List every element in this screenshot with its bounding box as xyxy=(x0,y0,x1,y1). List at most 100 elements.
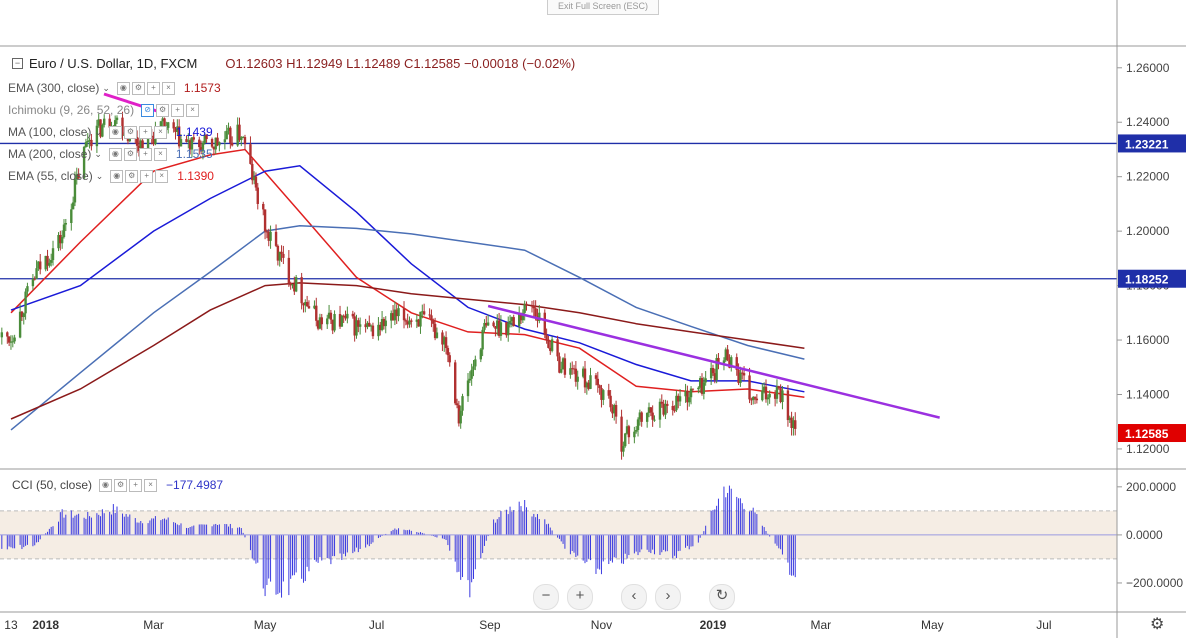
candle-body xyxy=(634,430,638,432)
plus-icon[interactable]: + xyxy=(140,169,154,183)
candle-body xyxy=(404,320,408,322)
exit-fullscreen-button[interactable]: Exit Full Screen (ESC) xyxy=(547,0,659,15)
candle-body xyxy=(37,261,40,269)
candle-body xyxy=(702,382,706,394)
candle-body xyxy=(417,319,420,327)
candle-body xyxy=(547,339,550,348)
plus-icon[interactable]: + xyxy=(146,81,160,95)
gear-icon[interactable]: ⚙ xyxy=(131,81,145,95)
candle-body xyxy=(556,339,559,357)
candle-body xyxy=(269,231,272,241)
indicator-ema55[interactable]: EMA (55, close) ⌄ ◉ ⚙ + × 1.1390 xyxy=(8,169,214,183)
gear-icon[interactable]: ⚙ xyxy=(156,103,170,117)
zoom-in-button[interactable]: + xyxy=(567,584,593,610)
plus-icon[interactable]: + xyxy=(138,147,152,161)
candle-body xyxy=(174,128,177,132)
candle-body xyxy=(448,355,451,363)
candle-body xyxy=(622,446,625,452)
candle-body xyxy=(569,368,572,375)
candle-body xyxy=(289,283,292,286)
candle-body xyxy=(141,140,144,152)
eye-icon[interactable]: ◉ xyxy=(99,478,113,492)
scroll-left-button[interactable]: ‹ xyxy=(621,584,647,610)
gear-icon[interactable]: ⚙ xyxy=(123,147,137,161)
candle-body xyxy=(121,117,124,136)
candle-body xyxy=(238,124,241,141)
candle-body xyxy=(446,348,450,356)
gear-icon[interactable]: ⚙ xyxy=(125,169,139,183)
close-icon[interactable]: × xyxy=(153,147,167,161)
plus-icon[interactable]: + xyxy=(138,125,152,139)
candle-body xyxy=(62,224,66,238)
candle-body xyxy=(46,255,49,266)
hidden-eye-icon[interactable]: ⊘ xyxy=(141,103,155,117)
cci-y-tick-label: 200.0000 xyxy=(1126,480,1176,494)
candle-body xyxy=(115,117,119,121)
candle-body xyxy=(187,140,190,142)
minus-square-icon[interactable]: − xyxy=(12,58,23,69)
candle-body xyxy=(313,305,316,309)
candle-body xyxy=(402,308,406,321)
candle-body xyxy=(249,144,252,164)
close-icon[interactable]: × xyxy=(161,81,175,95)
close-icon[interactable]: × xyxy=(153,125,167,139)
candle-body xyxy=(146,129,150,152)
candle-body xyxy=(57,235,60,249)
candle-body xyxy=(216,137,219,146)
indicator-label: MA (100, close) xyxy=(8,125,92,139)
y-tick-label: 1.24000 xyxy=(1126,115,1170,129)
candle-body xyxy=(274,231,278,246)
close-icon[interactable]: × xyxy=(155,169,169,183)
candle-body xyxy=(7,336,11,343)
candle-body xyxy=(563,358,567,375)
candle-body xyxy=(722,360,726,364)
candle-body xyxy=(382,318,386,327)
candle-body xyxy=(397,308,400,317)
eye-icon[interactable]: ◉ xyxy=(108,125,122,139)
indicator-ma100[interactable]: MA (100, close) ⌄ ◉ ⚙ + × 1.1439 xyxy=(8,125,213,139)
indicator-value: 1.1439 xyxy=(175,125,213,139)
indicator-ichimoku[interactable]: Ichimoku (9, 26, 52, 26) ⊘ ⚙ + × xyxy=(8,102,200,118)
candle-body xyxy=(697,387,700,390)
cci-legend[interactable]: CCI (50, close) ◉ ⚙ + × −177.4987 xyxy=(12,478,223,492)
indicator-ema300[interactable]: EMA (300, close) ⌄ ◉ ⚙ + × 1.1573 xyxy=(8,81,221,95)
open-value: O1.12603 xyxy=(225,56,283,71)
candle-body xyxy=(624,433,627,447)
candle-body xyxy=(594,375,598,379)
candle-body xyxy=(574,368,578,382)
candle-body xyxy=(587,382,590,389)
candle-body xyxy=(751,397,755,401)
close-icon[interactable]: × xyxy=(186,103,200,117)
candle-body xyxy=(22,313,25,318)
eye-icon[interactable]: ◉ xyxy=(108,147,122,161)
candle-body xyxy=(48,262,51,266)
indicator-ma200[interactable]: MA (200, close) ⌄ ◉ ⚙ + × 1.1535 xyxy=(8,147,213,161)
eye-icon[interactable]: ◉ xyxy=(110,169,124,183)
reset-chart-button[interactable]: ↻ xyxy=(709,584,735,610)
candle-body xyxy=(251,163,254,181)
plus-icon[interactable]: + xyxy=(129,478,143,492)
candle-body xyxy=(39,261,42,270)
candle-body xyxy=(432,320,435,324)
gear-icon[interactable]: ⚙ xyxy=(123,125,137,139)
gear-icon[interactable]: ⚙ xyxy=(1150,616,1165,633)
candle-body xyxy=(358,324,362,327)
candle-body xyxy=(172,122,175,129)
candle-body xyxy=(653,419,656,421)
plus-icon[interactable]: + xyxy=(171,103,185,117)
gear-icon[interactable]: ⚙ xyxy=(114,478,128,492)
candle-body xyxy=(391,313,395,321)
scroll-right-button[interactable]: › xyxy=(655,584,681,610)
zoom-out-button[interactable]: − xyxy=(533,584,559,610)
eye-icon[interactable]: ◉ xyxy=(116,81,130,95)
candle-body xyxy=(492,322,495,327)
candle-body xyxy=(262,203,265,210)
candle-body xyxy=(379,324,382,331)
candle-body xyxy=(598,385,601,388)
x-tick-label: Mar xyxy=(143,618,164,632)
candle-body xyxy=(613,404,616,414)
close-icon[interactable]: × xyxy=(144,478,158,492)
candle-body xyxy=(229,127,232,143)
candle-body xyxy=(201,142,205,152)
